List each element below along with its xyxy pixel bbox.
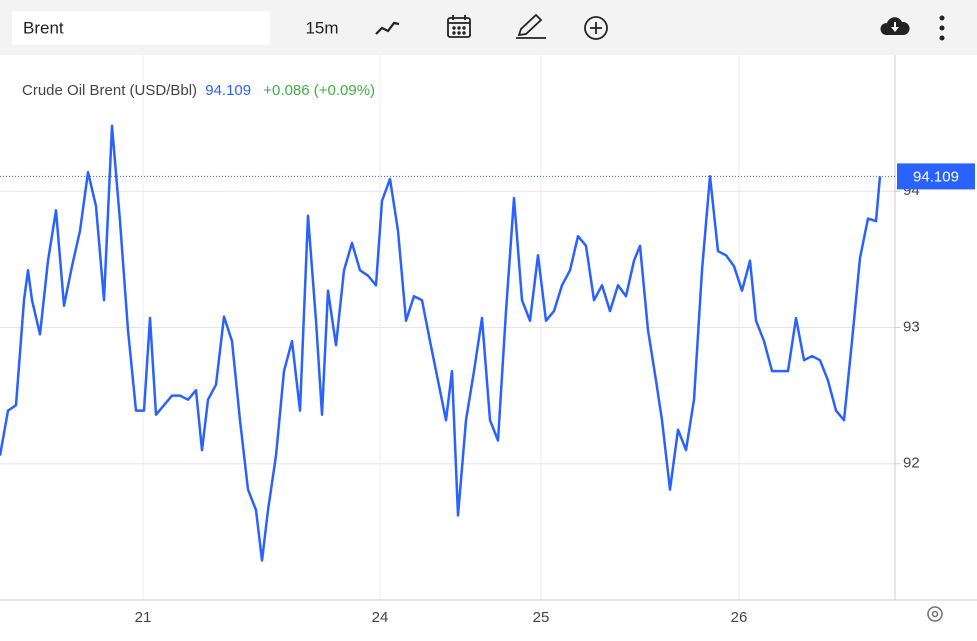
last-price-box — [897, 163, 975, 190]
chart-type-icon[interactable] — [375, 21, 400, 35]
price-line — [0, 124, 882, 562]
x-tick-label: 21 — [135, 609, 152, 626]
y-tick-label: 93 — [903, 318, 920, 335]
search-text[interactable]: Brent — [23, 18, 64, 37]
legend-value: 94.109 — [205, 82, 251, 99]
x-tick-label: 24 — [372, 609, 389, 626]
add-icon[interactable] — [584, 16, 608, 40]
legend: Crude Oil Brent (USD/Bbl) 94.109 +0.086 … — [22, 82, 375, 99]
legend-name: Crude Oil Brent (USD/Bbl) — [22, 82, 197, 99]
y-tick-label: 92 — [903, 455, 920, 472]
download-icon[interactable] — [880, 17, 910, 35]
draw-icon[interactable] — [516, 13, 546, 39]
legend-change: +0.086 (+0.09%) — [263, 82, 375, 99]
menu-icon[interactable] — [939, 15, 945, 41]
interval-button[interactable]: 15m — [305, 18, 338, 37]
search-box[interactable] — [12, 11, 270, 45]
last-price-label: 94.109 — [913, 168, 959, 185]
settings-icon[interactable] — [927, 606, 943, 622]
calendar-icon[interactable] — [447, 15, 471, 38]
x-tick-label: 25 — [533, 609, 550, 626]
x-tick-label: 26 — [731, 609, 748, 626]
